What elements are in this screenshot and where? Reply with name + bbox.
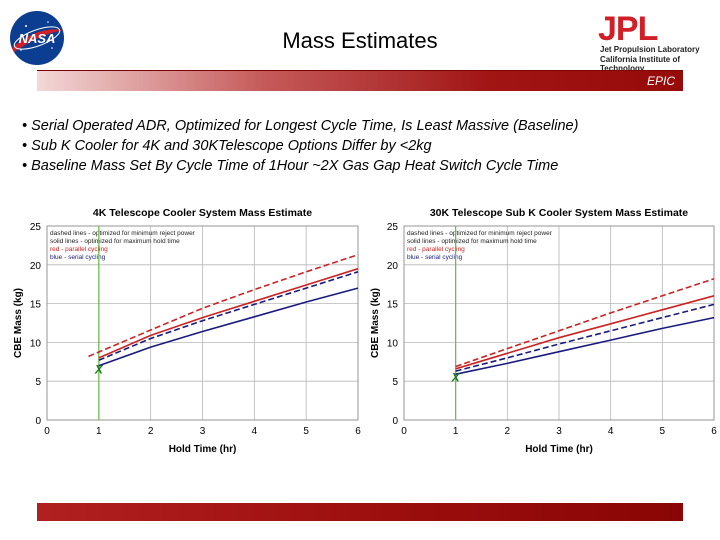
legend-entry: dashed lines - optimized for minimum rej… [407, 230, 553, 237]
x-tick-label: 6 [355, 426, 361, 437]
bullet-item: • Serial Operated ADR, Optimized for Lon… [22, 118, 579, 134]
jpl-name: Jet Propulsion Laboratory [600, 45, 700, 54]
chart-4k-telescope: 4K Telescope Cooler System Mass Estimate… [6, 200, 366, 468]
x-tick-label: 1 [453, 426, 459, 437]
chart-4k-svg: 4K Telescope Cooler System Mass Estimate… [13, 207, 361, 455]
x-tick-label: 4 [608, 426, 614, 437]
page-title: Mass Estimates [282, 28, 438, 53]
y-tick-label: 10 [30, 338, 42, 349]
y-tick-label: 20 [30, 261, 42, 272]
y-tick-label: 5 [35, 377, 41, 388]
series-line-blue-solid [98, 287, 359, 367]
nasa-logo: NASA [10, 11, 64, 65]
x-tick-label: 5 [303, 426, 309, 437]
y-tick-label: 15 [30, 300, 42, 311]
x-tick-label: 0 [401, 426, 407, 437]
header-bar: EPIC [37, 70, 683, 91]
series-line-red-dashed [88, 253, 359, 358]
chart-title: 4K Telescope Cooler System Mass Estimate [93, 207, 312, 219]
y-tick-label: 20 [387, 261, 399, 272]
x-tick-label: 6 [711, 426, 717, 437]
legend-entry: blue - serial cycling [407, 254, 463, 261]
y-tick-label: 0 [35, 416, 41, 427]
series-line-red-solid [98, 267, 359, 359]
footer-bar [37, 503, 683, 521]
x-tick-label: 4 [252, 426, 258, 437]
series-line-blue-dashed [98, 271, 359, 361]
bullet-item: • Baseline Mass Set By Cycle Time of 1Ho… [22, 158, 559, 174]
y-axis-label: CBE Mass (kg) [13, 288, 24, 358]
x-tick-label: 2 [148, 426, 154, 437]
plot-area [403, 225, 715, 421]
series-line-red-dashed [455, 278, 715, 368]
baseline-marker: X [94, 363, 104, 377]
x-axis-label: Hold Time (hr) [169, 444, 237, 455]
y-tick-label: 25 [387, 222, 399, 233]
plot-area [46, 225, 359, 421]
series-line-blue-dashed [455, 303, 715, 372]
jpl-institute: California Institute of Technology [600, 55, 680, 73]
epic-label: EPIC [646, 74, 675, 88]
y-axis-label: CBE Mass (kg) [370, 288, 381, 358]
x-tick-label: 2 [505, 426, 511, 437]
chart-title: 30K Telescope Sub K Cooler System Mass E… [430, 207, 688, 219]
x-tick-label: 3 [200, 426, 206, 437]
legend-entry: red - parallel cycling [407, 246, 465, 253]
x-axis-label: Hold Time (hr) [525, 444, 593, 455]
series-line-blue-solid [455, 316, 715, 375]
legend-entry: dashed lines - optimized for minimum rej… [50, 230, 196, 237]
legend-entry: blue - serial cycling [50, 254, 106, 261]
jpl-logo: JPL [598, 10, 659, 48]
jpl-logo-text: JPL [598, 10, 658, 48]
x-tick-label: 3 [556, 426, 562, 437]
bullet-list: • Serial Operated ADR, Optimized for Lon… [22, 116, 712, 176]
legend-entry: solid lines - optimized for maximum hold… [407, 238, 537, 245]
series-line-red-solid [455, 295, 715, 370]
y-tick-label: 5 [392, 377, 398, 388]
baseline-marker: X [451, 370, 461, 384]
x-tick-label: 1 [96, 426, 102, 437]
chart-30k-svg: 30K Telescope Sub K Cooler System Mass E… [370, 207, 717, 455]
y-tick-label: 25 [30, 222, 42, 233]
x-tick-label: 5 [660, 426, 666, 437]
nasa-logo-text: NASA [19, 31, 56, 46]
bullet-item: • Sub K Cooler for 4K and 30KTelescope O… [22, 138, 432, 154]
x-tick-label: 0 [44, 426, 50, 437]
y-tick-label: 10 [387, 338, 399, 349]
legend-entry: red - parallel cycling [50, 246, 108, 253]
legend-entry: solid lines - optimized for maximum hold… [50, 238, 180, 245]
chart-30k-telescope: 30K Telescope Sub K Cooler System Mass E… [364, 200, 720, 468]
y-tick-label: 15 [387, 300, 399, 311]
y-tick-label: 0 [392, 416, 398, 427]
